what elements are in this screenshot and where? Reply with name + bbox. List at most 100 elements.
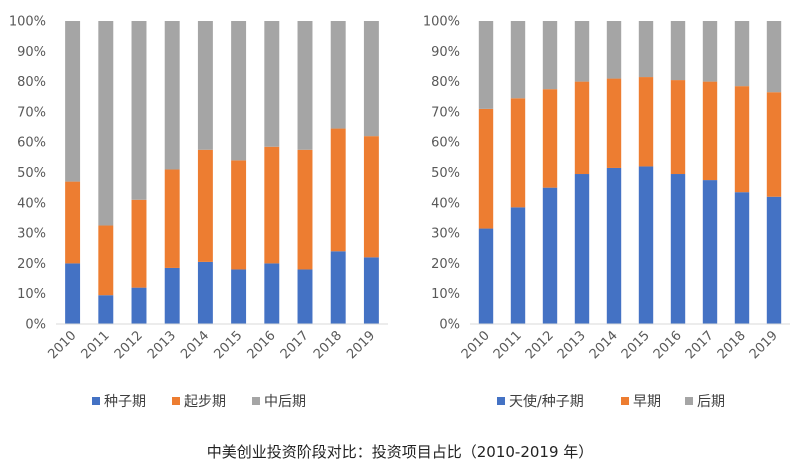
x-tick-label: 2016 bbox=[245, 328, 279, 362]
legend-swatch bbox=[685, 397, 693, 405]
bar-segment-2010-s1 bbox=[65, 263, 81, 324]
x-tick-label: 2012 bbox=[112, 328, 146, 362]
y-tick-label: 100% bbox=[423, 15, 460, 30]
bar-segment-2013-s2 bbox=[164, 169, 180, 268]
x-tick-label: 2013 bbox=[555, 328, 589, 362]
y-tick-label: 50% bbox=[431, 166, 460, 181]
legend-swatch bbox=[172, 397, 180, 405]
bar-segment-2013-s3 bbox=[574, 21, 590, 82]
x-tick-label: 2012 bbox=[523, 328, 557, 362]
bar-segment-2015-s2 bbox=[231, 160, 247, 270]
x-tick-label: 2010 bbox=[45, 328, 79, 362]
x-tick-label: 2011 bbox=[79, 328, 113, 362]
bar-segment-2010-s3 bbox=[65, 21, 81, 182]
bar-segment-2012-s2 bbox=[542, 89, 558, 188]
y-tick-label: 80% bbox=[431, 75, 460, 90]
bar-segment-2012-s1 bbox=[131, 287, 147, 324]
y-tick-label: 0% bbox=[439, 318, 460, 333]
bar-segment-2016-s3 bbox=[670, 21, 686, 81]
y-tick-label: 70% bbox=[17, 105, 46, 120]
y-tick-label: 40% bbox=[17, 196, 46, 211]
bar-segment-2017-s2 bbox=[702, 81, 718, 181]
x-tick-label: 2017 bbox=[278, 328, 312, 362]
legend-swatch bbox=[252, 397, 260, 405]
y-tick-label: 10% bbox=[431, 287, 460, 302]
y-tick-label: 50% bbox=[17, 166, 46, 181]
bar-segment-2019-s2 bbox=[363, 136, 379, 258]
bar-segment-2017-s1 bbox=[702, 180, 718, 324]
x-tick-label: 2018 bbox=[715, 328, 749, 362]
bar-segment-2014-s2 bbox=[606, 78, 622, 168]
y-tick-label: 0% bbox=[25, 318, 46, 333]
bar-segment-2018-s1 bbox=[330, 251, 346, 324]
bar-segment-2014-s2 bbox=[197, 149, 213, 262]
y-tick-label: 40% bbox=[431, 196, 460, 211]
chart-panel-1: 0%10%20%30%40%50%60%70%80%90%100%2010 201… bbox=[9, 15, 388, 410]
legend-swatch bbox=[92, 397, 100, 405]
bar-segment-2011-s2 bbox=[98, 225, 114, 296]
bar-segment-2016-s2 bbox=[264, 146, 280, 264]
bar-segment-2012-s2 bbox=[131, 199, 147, 288]
legend-swatch bbox=[497, 397, 505, 405]
bar-segment-2017-s3 bbox=[297, 21, 313, 150]
y-tick-label: 90% bbox=[17, 45, 46, 60]
bar-segment-2011-s1 bbox=[510, 207, 526, 324]
x-tick-label: 2014 bbox=[178, 328, 212, 362]
y-tick-label: 30% bbox=[17, 227, 46, 242]
bar-segment-2014-s1 bbox=[197, 261, 213, 324]
bar-segment-2011-s1 bbox=[98, 295, 114, 324]
x-tick-label: 2014 bbox=[587, 328, 621, 362]
bar-segment-2018-s3 bbox=[330, 21, 346, 129]
bar-segment-2011-s3 bbox=[510, 21, 526, 99]
figure-caption: 中美创业投资阶段对比：投资项目占比（2010-2019 年） bbox=[206, 443, 594, 461]
bar-segment-2017-s3 bbox=[702, 21, 718, 82]
bar-segment-2016-s3 bbox=[264, 21, 280, 147]
bar-segment-2013-s1 bbox=[164, 267, 180, 324]
bar-segment-2017-s2 bbox=[297, 149, 313, 270]
chart-panel-2: 0%10%20%30%40%50%60%70%80%90%100%2010201… bbox=[423, 15, 790, 410]
x-tick-label: 2019 bbox=[344, 328, 378, 362]
bar-segment-2016-s1 bbox=[670, 174, 686, 324]
x-tick-label: 2011 bbox=[491, 328, 525, 362]
legend-label: 早期 bbox=[633, 394, 661, 410]
bar-segment-2012-s3 bbox=[542, 21, 558, 90]
x-tick-label: 2016 bbox=[651, 328, 685, 362]
y-tick-label: 20% bbox=[17, 257, 46, 272]
bar-segment-2019-s3 bbox=[766, 21, 782, 93]
bar-segment-2012-s1 bbox=[542, 187, 558, 324]
x-tick-label: 2010 bbox=[459, 328, 493, 362]
bar-segment-2013-s2 bbox=[574, 81, 590, 175]
y-tick-label: 20% bbox=[431, 257, 460, 272]
y-tick-label: 60% bbox=[431, 136, 460, 151]
bar-segment-2015-s3 bbox=[231, 21, 247, 161]
bar-segment-2015-s1 bbox=[638, 166, 654, 324]
y-tick-label: 30% bbox=[431, 227, 460, 242]
bar-segment-2014-s3 bbox=[197, 21, 213, 150]
bar-segment-2012-s3 bbox=[131, 21, 147, 200]
y-tick-label: 80% bbox=[17, 75, 46, 90]
bar-segment-2015-s3 bbox=[638, 21, 654, 78]
bar-segment-2019-s3 bbox=[363, 21, 379, 137]
bar-segment-2015-s1 bbox=[231, 269, 247, 324]
legend-swatch bbox=[621, 397, 629, 405]
x-tick-label: 2015 bbox=[619, 328, 653, 362]
x-tick-label: 2017 bbox=[683, 328, 717, 362]
bar-segment-2018-s1 bbox=[734, 192, 750, 324]
y-tick-label: 10% bbox=[17, 287, 46, 302]
x-tick-label: 2013 bbox=[145, 328, 179, 362]
x-tick-label: 2018 bbox=[311, 328, 345, 362]
bar-segment-2010-s1 bbox=[478, 228, 494, 324]
bar-segment-2010-s3 bbox=[478, 21, 494, 109]
bar-segment-2014-s3 bbox=[606, 21, 622, 79]
bar-segment-2013-s3 bbox=[164, 21, 180, 170]
bar-segment-2017-s1 bbox=[297, 269, 313, 324]
bar-segment-2011-s2 bbox=[510, 98, 526, 208]
y-tick-label: 100% bbox=[9, 15, 46, 30]
bar-segment-2014-s1 bbox=[606, 167, 622, 324]
y-tick-label: 70% bbox=[431, 105, 460, 120]
bar-segment-2019-s1 bbox=[766, 196, 782, 324]
y-tick-label: 90% bbox=[431, 45, 460, 60]
legend-label: 中后期 bbox=[264, 394, 306, 410]
bar-segment-2011-s3 bbox=[98, 21, 114, 226]
